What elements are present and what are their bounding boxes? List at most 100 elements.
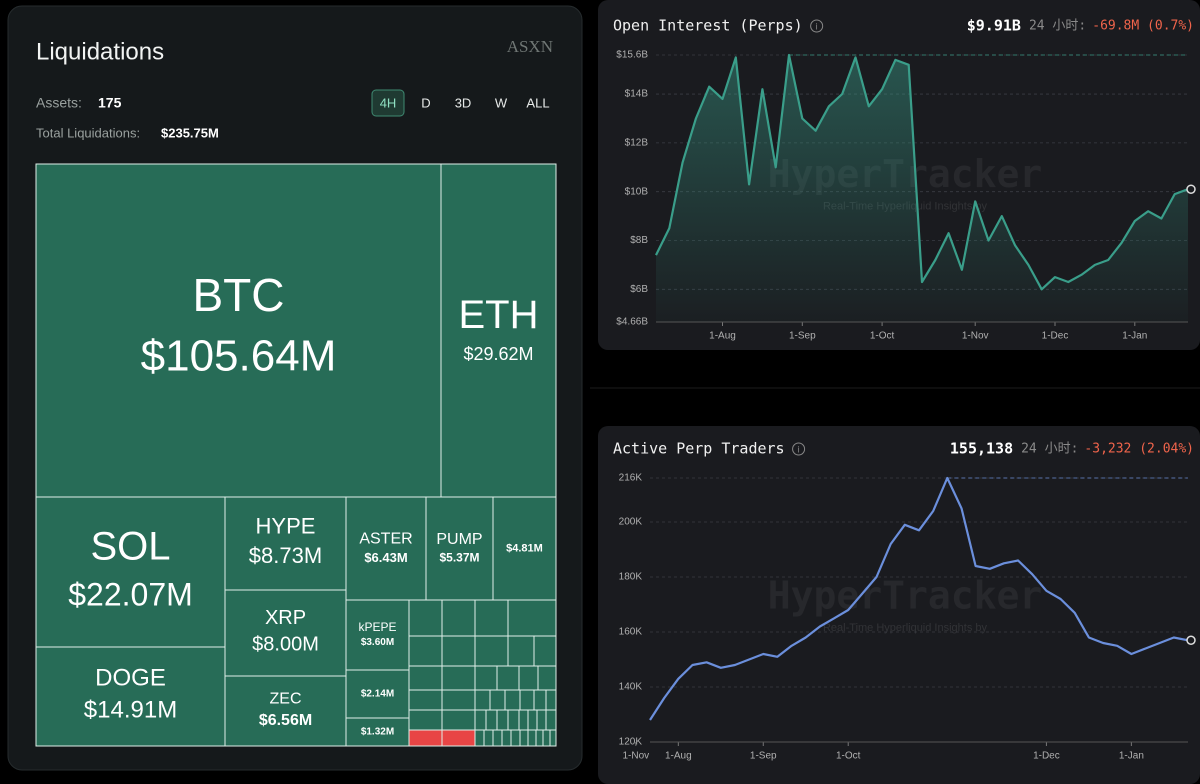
period-active[interactable]	[371, 89, 405, 117]
small-tile	[533, 689, 547, 711]
tile-name: DOGE	[95, 665, 166, 692]
small-tile	[485, 709, 498, 731]
tile	[440, 163, 557, 498]
small-tile	[545, 689, 557, 711]
small-tile	[441, 635, 476, 667]
watermark-sub: Real-Time Hyperliquid Insights by	[823, 622, 988, 634]
y-tick-label: $10B	[625, 186, 649, 197]
y-tick-label: 216K	[619, 473, 643, 484]
small-tile	[489, 689, 506, 711]
small-tile	[408, 729, 443, 747]
tile-value: $4.81M	[506, 542, 543, 554]
x-tick-label: 1-Oct	[836, 751, 861, 762]
small-tile	[518, 665, 539, 691]
small-tile	[542, 729, 551, 747]
tile-name: PUMP	[436, 531, 482, 548]
period-button[interactable]: W	[495, 95, 508, 110]
info-icon-glyph: i	[798, 444, 800, 454]
chart-title: Active Perp Traders	[613, 440, 785, 458]
small-tile	[483, 729, 494, 747]
tile-name: SOL	[90, 525, 170, 569]
small-tile	[549, 729, 557, 747]
tile	[345, 599, 410, 671]
end-dot	[1186, 184, 1196, 194]
small-tile	[496, 665, 520, 691]
line	[649, 476, 1189, 721]
small-tile	[533, 635, 557, 667]
y-tick-label: $8B	[630, 235, 648, 246]
small-tile	[519, 689, 535, 711]
period-button[interactable]: 3D	[455, 95, 472, 110]
small-tile	[507, 599, 557, 637]
y-tick-label: $12B	[625, 138, 649, 149]
small-tile	[408, 635, 443, 667]
tile	[425, 496, 494, 601]
period-button[interactable]: ALL	[526, 95, 549, 110]
total-value: $235.75M	[161, 125, 219, 140]
small-tile	[527, 729, 537, 747]
change-label: 24 小时:	[1029, 19, 1086, 34]
x-tick-label: 1-Dec	[1042, 331, 1069, 342]
small-tile	[474, 635, 509, 667]
y-tick-label: $4.66B	[616, 317, 648, 328]
tile	[345, 669, 410, 719]
x-tick-label: 1-Nov	[962, 331, 989, 342]
tile-value: $2.14M	[361, 689, 394, 700]
small-tile	[518, 709, 529, 731]
x-tick-label: 1-Nov	[622, 751, 649, 762]
change-value: -3,232 (2.04%)	[1084, 442, 1194, 457]
chart-title: Open Interest (Perps)	[613, 17, 803, 35]
period-button[interactable]: D	[421, 95, 430, 110]
small-tile	[474, 729, 485, 747]
tile-name: ETH	[459, 293, 539, 337]
small-tile	[474, 665, 498, 691]
tile	[35, 496, 226, 648]
tile-value: $14.91M	[84, 697, 177, 724]
small-tile	[441, 665, 476, 691]
period-button[interactable]: 4H	[380, 95, 397, 110]
small-tile	[441, 709, 476, 731]
small-tile	[537, 665, 557, 691]
x-tick-label: 1-Jan	[1122, 331, 1147, 342]
total-label: Total Liquidations:	[36, 125, 140, 140]
info-icon[interactable]	[810, 19, 824, 33]
x-tick-label: 1-Dec	[1033, 751, 1060, 762]
small-tile	[507, 635, 535, 667]
tile-value: $3.60M	[361, 637, 394, 648]
small-tile	[519, 729, 529, 747]
small-tile	[474, 689, 491, 711]
x-tick-label: 1-Oct	[870, 331, 895, 342]
tile-name: BTC	[193, 269, 285, 321]
tile-value: $1.32M	[361, 727, 394, 738]
tile	[345, 717, 410, 747]
small-tile	[535, 729, 544, 747]
tile	[35, 163, 442, 498]
tile	[35, 646, 226, 747]
tile-value: $8.73M	[249, 543, 322, 568]
x-tick-label: 1-Sep	[789, 331, 816, 342]
x-tick-label: 1-Jan	[1119, 751, 1144, 762]
small-tile	[501, 729, 512, 747]
small-tile	[474, 599, 509, 637]
info-icon[interactable]	[792, 442, 806, 456]
x-tick-label: 1-Aug	[665, 751, 692, 762]
area	[656, 55, 1188, 322]
info-icon-glyph: i	[816, 21, 818, 31]
small-tile	[504, 689, 521, 711]
y-tick-label: $14B	[625, 89, 649, 100]
tile-value: $105.64M	[141, 332, 337, 381]
tile	[345, 496, 427, 601]
tile-value: $29.62M	[463, 344, 533, 364]
watermark: HyperTracker	[768, 574, 1043, 618]
change-value: -69.8M (0.7%)	[1092, 19, 1194, 34]
y-tick-label: 160K	[619, 627, 643, 638]
tile	[224, 675, 347, 747]
small-tile	[441, 689, 476, 711]
assets-label: Assets:	[36, 95, 82, 111]
y-tick-label: $15.6B	[616, 50, 648, 61]
tile-value: $22.07M	[68, 576, 193, 612]
tile-name: kPEPE	[358, 620, 396, 634]
small-tile	[527, 709, 538, 731]
small-tile	[507, 709, 520, 731]
